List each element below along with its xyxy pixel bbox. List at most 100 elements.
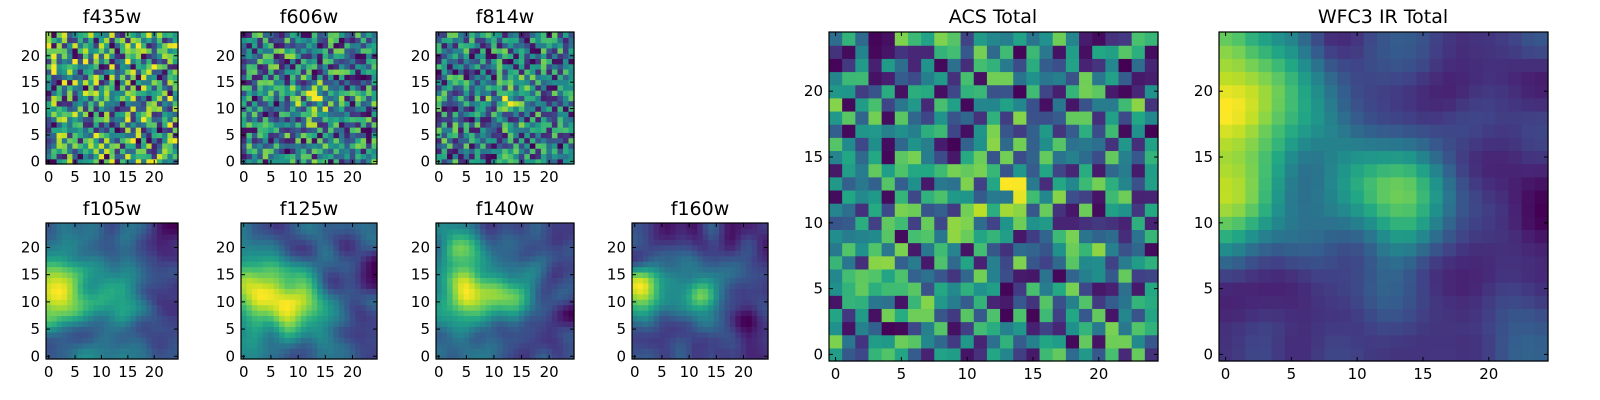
heatmap-cell: [135, 310, 142, 317]
heatmap-cell: [355, 32, 362, 38]
heatmap-cell: [921, 163, 935, 178]
heatmap-cell: [98, 127, 105, 133]
heatmap-cell: [72, 337, 79, 344]
heatmap-cell: [295, 105, 302, 112]
heatmap-cell: [344, 310, 351, 317]
heatmap-cell: [751, 342, 758, 349]
heatmap-cell: [141, 95, 147, 102]
heatmap-cell: [82, 79, 89, 86]
heatmap-cell: [921, 334, 935, 349]
heatmap-cell: [518, 79, 525, 86]
heatmap-cell: [322, 315, 329, 322]
heatmap-cell: [447, 228, 454, 235]
heatmap-cell: [172, 331, 179, 338]
heatmap-cell: [257, 266, 264, 273]
heatmap-cell: [355, 266, 362, 273]
heatmap-cell: [562, 261, 570, 268]
heatmap-cell: [311, 310, 318, 317]
heatmap-cell: [458, 68, 465, 75]
heatmap-cell: [262, 90, 269, 96]
heatmap-cell: [670, 255, 677, 262]
heatmap-cell: [436, 68, 443, 75]
heatmap-cell: [366, 250, 373, 257]
heatmap-cell: [637, 233, 644, 240]
heatmap-cell: [104, 342, 110, 349]
heatmap-cell: [355, 288, 362, 295]
heatmap-cell: [172, 293, 179, 300]
heatmap-cell: [317, 63, 324, 70]
heatmap-cell: [713, 244, 720, 251]
heatmap-cell: [257, 121, 264, 128]
heatmap-cell: [306, 132, 313, 139]
heatmap-cell: [162, 111, 169, 118]
heatmap-cell: [146, 348, 153, 355]
heatmap-cell: [680, 250, 687, 257]
heatmap-cell: [513, 158, 520, 165]
heatmap-cell: [1039, 282, 1054, 296]
heatmap-cell: [167, 90, 174, 96]
heatmap-cell: [702, 299, 709, 306]
heatmap-cell: [156, 299, 163, 306]
heatmap-cell: [535, 331, 542, 338]
heatmap-cell: [881, 268, 896, 283]
heatmap-cell: [311, 261, 318, 268]
heatmap-cell: [130, 127, 137, 133]
heatmap-cell: [474, 223, 481, 230]
heatmap-cell: [463, 326, 470, 333]
heatmap-cell: [371, 337, 378, 344]
heatmap-cell: [114, 105, 121, 112]
heatmap-cell: [648, 299, 655, 306]
heatmap-cell: [507, 233, 514, 240]
heatmap-cell: [46, 74, 52, 81]
heatmap-cell: [317, 223, 324, 230]
heatmap-cell: [67, 53, 73, 59]
heatmap-cell: [172, 42, 179, 49]
heatmap-cell: [1131, 242, 1146, 257]
heatmap-cell: [529, 132, 536, 139]
heatmap-cell: [262, 79, 269, 86]
heatmap-cell: [986, 308, 1001, 323]
heatmap-cell: [496, 37, 503, 44]
heatmap-cell: [61, 111, 68, 118]
heatmap-cell: [279, 250, 286, 257]
heatmap-cell: [146, 142, 153, 149]
heatmap-cell: [868, 189, 883, 204]
heatmap-cell: [344, 261, 351, 268]
heatmap-cell: [119, 53, 126, 59]
heatmap-cell: [735, 261, 742, 268]
heatmap-cell: [485, 68, 492, 75]
heatmap-cell: [697, 250, 704, 257]
heatmap-cell: [306, 342, 313, 349]
heatmap-cell: [284, 271, 291, 278]
heatmap-cell: [463, 90, 470, 96]
heatmap-cell: [284, 142, 291, 149]
heatmap-cell: [279, 90, 286, 96]
heatmap-cell: [708, 342, 715, 349]
heatmap-cell: [868, 216, 883, 230]
heatmap-cell: [311, 47, 318, 54]
heatmap-cell: [697, 348, 704, 355]
heatmap-cell: [524, 95, 531, 102]
heatmap-cell: [77, 42, 84, 49]
heatmap-cell: [61, 282, 68, 289]
heatmap-cell: [93, 42, 100, 49]
heatmap-cell: [311, 100, 318, 107]
heatmap-cell: [458, 244, 465, 251]
heatmap-cell: [675, 315, 682, 322]
heatmap-cell: [546, 127, 553, 133]
heatmap-cell: [842, 216, 856, 230]
heatmap-cell: [46, 153, 52, 160]
heatmap-cell: [496, 132, 503, 139]
heatmap-cell: [151, 58, 158, 65]
heatmap-cell: [513, 37, 520, 44]
heatmap-cell: [98, 148, 105, 155]
heatmap-cell: [507, 326, 514, 333]
heatmap-cell: [114, 304, 121, 311]
heatmap-cell: [557, 47, 564, 54]
heatmap-cell: [675, 228, 682, 235]
heatmap-cell: [535, 320, 542, 327]
heatmap-cell: [273, 68, 280, 75]
heatmap-cell: [262, 239, 269, 246]
heatmap-cell: [562, 68, 570, 75]
heatmap-cell: [568, 348, 575, 355]
